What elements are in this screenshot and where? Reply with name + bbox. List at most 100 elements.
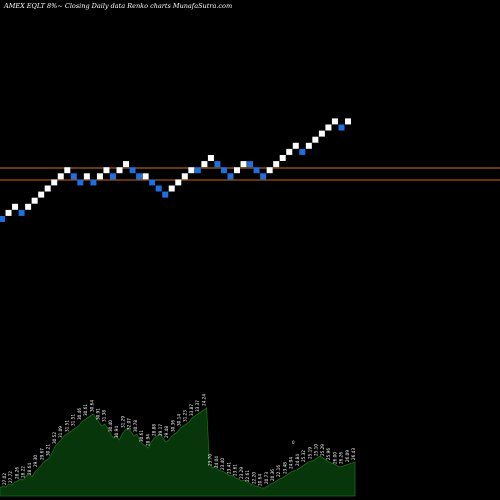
volume-label: 22.20	[251, 472, 256, 484]
renko-brick-up	[175, 179, 182, 186]
volume-label: 29.30	[33, 455, 38, 467]
renko-brick-up	[279, 155, 286, 161]
volume-label: 30.52	[52, 432, 57, 444]
renko-brick-up	[31, 197, 38, 204]
volume-label: 24.84	[295, 454, 300, 466]
renko-brick-up	[286, 148, 293, 155]
volume-label: 29.67	[39, 448, 44, 460]
volume-label: 30.61	[83, 404, 88, 416]
renko-brick-up	[83, 173, 90, 180]
renko-brick-up	[188, 167, 195, 174]
renko-brick-down	[136, 173, 143, 180]
renko-brick-up	[331, 118, 338, 125]
renko-brick-up	[116, 167, 123, 174]
volume-label: 28.64	[27, 463, 32, 475]
volume-label: 25.32	[301, 450, 306, 462]
volume-label: 28.22	[21, 466, 26, 478]
volume-label: 25.10	[314, 444, 319, 456]
renko-brick-up	[292, 142, 299, 149]
renko-brick-up	[57, 173, 64, 180]
volume-label: 28.88	[152, 424, 157, 436]
volume-label: 31.29	[120, 416, 125, 428]
volume-label: 31.51	[71, 414, 76, 426]
volume-label: 30.46	[77, 408, 82, 420]
renko-brick-up	[51, 179, 58, 186]
renko-brick-up	[318, 130, 325, 137]
volume-label: 25.96	[326, 448, 331, 460]
renko-brick-up	[103, 167, 110, 174]
renko-brick-up	[5, 209, 12, 216]
volume-label: 30.91	[95, 408, 100, 420]
volume-label: 20.36	[270, 469, 275, 481]
volume-label: 23.61	[233, 464, 238, 476]
renko-brick-up	[64, 167, 71, 174]
volume-label: 25.19	[307, 447, 312, 459]
volume-label: 29.48	[164, 426, 169, 438]
volume-marker: 0	[292, 440, 295, 445]
renko-brick-down	[260, 173, 267, 180]
volume-label: 28.26	[14, 467, 19, 479]
renko-brick-down	[70, 173, 77, 180]
volume-label: 22.61	[245, 470, 250, 482]
renko-brick-up	[44, 185, 51, 192]
volume-label: 26.43	[351, 448, 356, 460]
volume-label: 31.09	[58, 426, 63, 438]
volume-label: 30.40	[108, 420, 113, 432]
volume-label: 29.17	[158, 424, 163, 436]
volume-label: 23.40	[220, 458, 225, 470]
volume-label: 30.36	[170, 420, 175, 432]
volume-label: 31.51	[64, 420, 69, 432]
renko-bricks	[0, 118, 351, 222]
renko-brick-up	[266, 167, 273, 174]
renko-brick-up	[234, 167, 241, 174]
renko-brick-down	[214, 161, 221, 168]
volume-label: 26.09	[345, 450, 350, 462]
renko-brick-down	[129, 167, 136, 174]
volume-label: 30.64	[89, 400, 94, 412]
volume-label: 23.29	[239, 467, 244, 479]
volume-label: 26.26	[339, 452, 344, 464]
volume-label: 30.14	[177, 414, 182, 426]
renko-brick-down	[253, 167, 260, 174]
renko-brick-up	[207, 155, 214, 161]
volume-label: 30.21	[46, 444, 51, 456]
renko-brick-down	[18, 209, 25, 216]
renko-brick-down	[247, 161, 254, 168]
volume-label: 26.00	[332, 452, 337, 464]
volume-area	[0, 407, 356, 497]
renko-brick-up	[345, 118, 351, 125]
renko-brick-up	[325, 124, 332, 131]
renko-brick-up	[201, 161, 208, 168]
renko-brick-down	[109, 173, 116, 180]
volume-label: 30.94	[114, 426, 119, 438]
renko-brick-up	[273, 161, 280, 168]
renko-brick-down	[194, 167, 201, 174]
renko-brick-down	[338, 124, 345, 131]
renko-brick-up	[25, 203, 32, 210]
volume-label: 23.48	[282, 462, 287, 474]
volume-label: 24.94	[289, 457, 294, 469]
renko-brick-down	[0, 216, 5, 222]
volume-label: 27.02	[2, 473, 7, 485]
volume-panel	[0, 407, 356, 497]
volume-label: 20.64	[258, 474, 263, 486]
volume-label: 23.70	[208, 454, 213, 466]
volume-label: 24.24	[201, 394, 206, 406]
volume-label: 30.78	[133, 420, 138, 432]
volume-label: 25.29	[320, 444, 325, 456]
renko-brick-up	[123, 161, 130, 168]
volume-label: 33.87	[189, 404, 194, 416]
renko-brick-down	[155, 185, 162, 192]
renko-brick-down	[162, 191, 169, 198]
chart-title: AMEX EQLT 8%~ Closing Daily data Renko c…	[3, 2, 232, 10]
renko-brick-down	[77, 179, 84, 186]
volume-label: 24.04	[214, 456, 219, 468]
renko-brick-down	[227, 173, 234, 180]
renko-brick-down	[299, 148, 306, 155]
volume-label: 32.07	[127, 418, 132, 430]
volume-label: 23.41	[226, 462, 231, 474]
volume-label: 22.16	[276, 465, 281, 477]
